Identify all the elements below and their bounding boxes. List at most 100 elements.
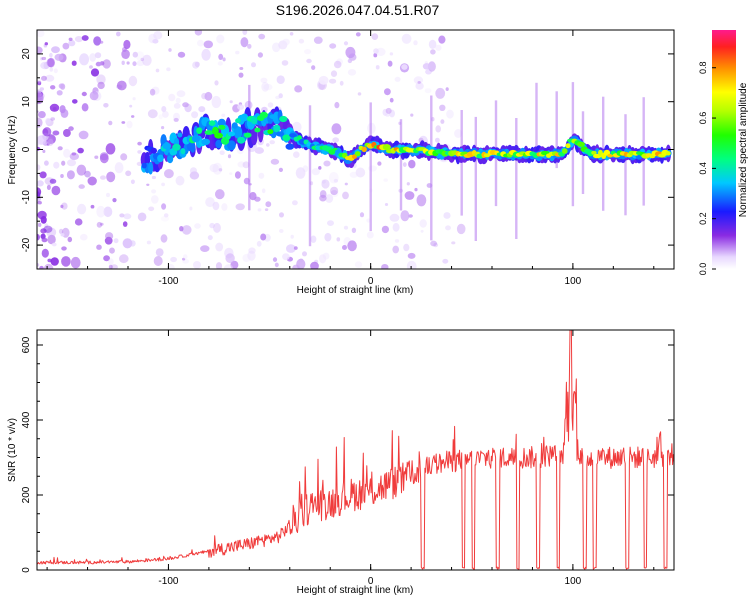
noise-speckle xyxy=(248,247,256,254)
noise-speckle xyxy=(116,31,121,37)
noise-speckle xyxy=(355,167,366,178)
noise-speckle xyxy=(371,33,379,40)
noise-speckle xyxy=(333,60,342,69)
noise-speckle xyxy=(37,81,42,86)
noise-speckle xyxy=(427,61,436,72)
noise-speckle xyxy=(100,222,104,226)
noise-speckle xyxy=(49,67,54,72)
noise-speckle xyxy=(410,113,414,117)
noise-speckle xyxy=(294,85,303,93)
y-tick-label: 20 xyxy=(21,48,32,60)
noise-speckle xyxy=(387,60,393,67)
noise-speckle xyxy=(443,212,451,219)
noise-speckle xyxy=(451,241,456,245)
spectral-peak xyxy=(215,139,222,149)
noise-speckle xyxy=(438,35,446,44)
noise-speckle xyxy=(416,194,427,207)
noise-speckle xyxy=(392,222,400,232)
noise-speckle xyxy=(96,221,103,228)
noise-speckle xyxy=(153,31,163,40)
noise-speckle xyxy=(264,208,269,212)
noise-speckle xyxy=(106,171,116,183)
colorbar-ticks: 0.0 0.2 0.4 0.6 0.8 xyxy=(698,61,716,275)
spectral-peak xyxy=(665,151,671,156)
noise-speckle xyxy=(221,113,226,118)
noise-speckle xyxy=(400,210,410,222)
spectral-streak xyxy=(515,118,518,239)
noise-speckle xyxy=(74,36,83,43)
noise-speckle xyxy=(408,159,416,169)
noise-speckle xyxy=(123,39,131,50)
noise-speckle xyxy=(170,256,178,263)
noise-speckle xyxy=(151,195,159,204)
noise-speckle xyxy=(193,261,201,269)
noise-speckle xyxy=(182,257,186,261)
noise-speckle xyxy=(90,68,100,77)
noise-speckle xyxy=(345,46,356,59)
noise-speckle xyxy=(62,42,70,50)
noise-speckle xyxy=(87,176,97,186)
noise-speckle xyxy=(227,154,232,159)
noise-speckle xyxy=(70,256,81,269)
spectral-peak xyxy=(254,127,261,133)
noise-speckle xyxy=(373,53,378,58)
noise-speckle xyxy=(151,189,157,194)
spectral-peak xyxy=(227,140,236,151)
spectral-peak xyxy=(228,131,235,137)
noise-speckle xyxy=(128,75,138,87)
noise-speckle xyxy=(200,245,210,253)
noise-speckle xyxy=(433,242,439,248)
noise-speckle xyxy=(63,129,71,137)
noise-speckle xyxy=(60,108,69,118)
spectral-streak xyxy=(369,102,372,232)
noise-speckle xyxy=(44,160,49,166)
snr-panel: -100 0 100 0 200 400 600 Height of straight li… xyxy=(7,329,675,596)
noise-speckle xyxy=(442,258,449,264)
noise-speckle xyxy=(368,165,377,172)
noise-speckle xyxy=(126,61,130,65)
noise-speckle xyxy=(420,229,424,233)
noise-speckle xyxy=(173,103,181,109)
noise-speckle xyxy=(229,100,233,104)
noise-speckle xyxy=(279,212,284,218)
spectral-streak xyxy=(248,84,251,211)
noise-speckle xyxy=(158,114,163,120)
noise-speckle xyxy=(389,52,394,56)
noise-speckle xyxy=(155,248,164,257)
noise-speckle xyxy=(126,120,133,129)
noise-speckle xyxy=(120,153,128,161)
noise-speckle xyxy=(81,35,89,41)
noise-speckle xyxy=(406,182,410,186)
noise-speckle xyxy=(310,261,319,269)
noise-speckle xyxy=(77,147,84,154)
spectral-peak xyxy=(591,150,597,155)
noise-speckle xyxy=(132,97,136,101)
noise-speckle xyxy=(103,206,113,218)
noise-speckle xyxy=(222,57,226,62)
noise-speckle xyxy=(242,253,251,263)
noise-speckle xyxy=(343,225,349,230)
noise-speckle xyxy=(344,182,348,186)
noise-speckle xyxy=(136,60,145,67)
noise-speckle xyxy=(311,168,320,176)
noise-speckle xyxy=(181,225,192,235)
noise-speckle xyxy=(446,109,454,119)
spectral-peak xyxy=(382,144,391,151)
noise-speckle xyxy=(103,103,109,108)
noise-speckle xyxy=(78,184,85,189)
noise-speckle xyxy=(37,201,42,205)
noise-speckle xyxy=(102,59,111,69)
y-tick-label: -10 xyxy=(21,190,32,205)
noise-speckle xyxy=(81,103,89,112)
noise-speckle xyxy=(53,68,58,74)
noise-speckle xyxy=(240,37,249,48)
noise-speckle xyxy=(105,232,114,241)
spectral-peak xyxy=(208,120,216,126)
x-tick-label: 0 xyxy=(368,576,374,587)
spectral-peak xyxy=(150,147,157,154)
noise-speckle xyxy=(215,189,225,200)
noise-speckle xyxy=(205,197,215,208)
noise-speckle xyxy=(413,40,418,46)
noise-speckle xyxy=(89,53,97,62)
noise-speckle xyxy=(330,186,339,196)
